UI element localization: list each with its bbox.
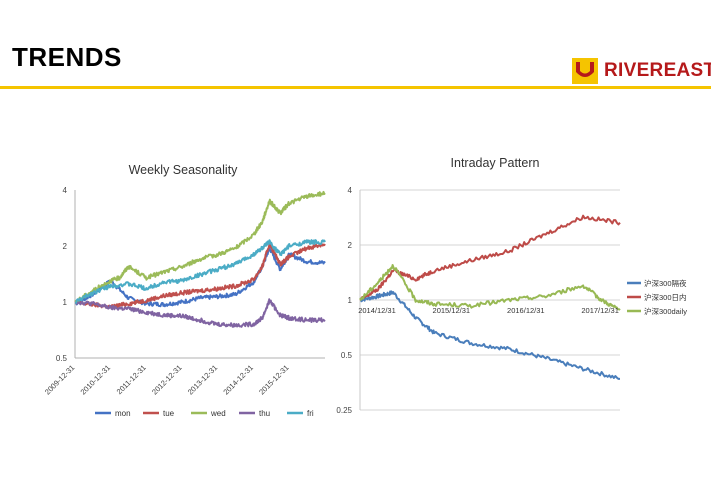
y-tick-label: 2: [348, 241, 353, 250]
x-tick-label: 2013-12-31: [186, 363, 219, 396]
legend-label: 沪深300隔夜: [644, 278, 687, 288]
y-tick-label: 0.5: [341, 351, 353, 360]
rivereast-logo-icon: [572, 58, 598, 84]
y-tick-label: 4: [348, 186, 353, 195]
y-tick-label: 4: [63, 186, 68, 195]
legend-label: fri: [307, 409, 314, 418]
x-tick-label: 2017/12/31: [581, 306, 619, 315]
brand-name: RIVEREAST: [604, 60, 711, 81]
intraday-pattern-chart: Intraday Pattern 0.25 0.5 1 2 4 2014/12/31 2015…: [336, 156, 687, 415]
x-tick-label: 2015-12-31: [257, 363, 290, 396]
chart-title: Weekly Seasonality: [129, 163, 239, 177]
y-tick-label: 0.5: [56, 354, 68, 363]
y-tick-label: 0.25: [336, 406, 352, 415]
series-line-fri: [74, 239, 326, 304]
x-tick-label: 2010-12-31: [79, 363, 112, 396]
y-tick-label: 2: [63, 242, 68, 251]
weekly-seasonality-chart: Weekly Seasonality 0.5 1 2 4 2009-12-31 2010-1…: [43, 163, 326, 418]
header-divider: [0, 86, 711, 89]
x-tick-label: 2016/12/31: [507, 306, 545, 315]
legend-label: wed: [210, 409, 226, 418]
logo-river-shape: [576, 62, 594, 77]
brand-logo: RIVEREAST: [572, 57, 711, 85]
chart-title: Intraday Pattern: [451, 156, 540, 170]
series-line-沪深300daily: [359, 264, 621, 311]
y-tick-label: 1: [348, 296, 353, 305]
legend-label: 沪深300daily: [644, 306, 687, 316]
x-tick-label: 2015/12/31: [433, 306, 471, 315]
page-title: TRENDS: [12, 42, 122, 72]
y-tick-label: 1: [63, 298, 68, 307]
series-line-tue: [74, 243, 326, 309]
x-tick-label: 2011-12-31: [115, 363, 148, 396]
legend-label: tue: [163, 409, 175, 418]
logo-background: [572, 58, 598, 84]
series-line-沪深300日内: [359, 214, 621, 301]
legend-label: mon: [115, 409, 131, 418]
x-tick-label: 2012-12-31: [150, 363, 183, 396]
x-tick-label: 2014-12-31: [221, 363, 254, 396]
series-line-沪深300隔夜: [359, 290, 620, 380]
series-line-wed: [74, 190, 326, 303]
series-line-thu: [75, 298, 326, 328]
x-tick-label: 2009-12-31: [43, 363, 76, 396]
x-tick-label: 2014/12/31: [358, 306, 396, 315]
legend-label: thu: [259, 409, 270, 418]
legend-label: 沪深300日内: [644, 292, 687, 302]
